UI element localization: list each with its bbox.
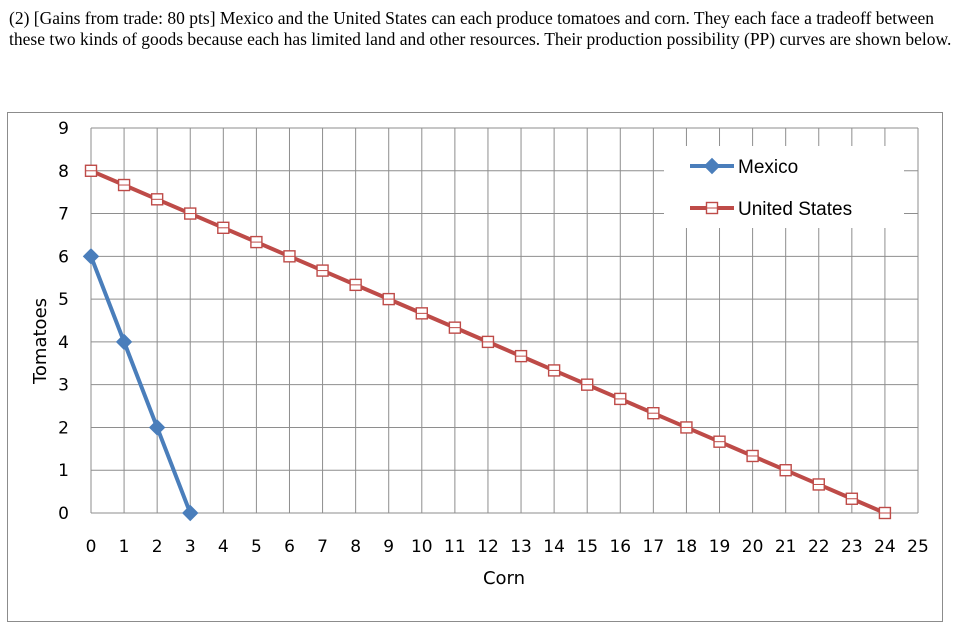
x-tick-label: 16: [609, 537, 631, 557]
axes: [90, 128, 918, 514]
y-tick-label: 9: [58, 119, 69, 139]
x-axis-title: Corn: [483, 568, 525, 589]
united-states-point: [647, 406, 660, 420]
y-tick-label: 2: [58, 418, 69, 438]
y-tick-label: 5: [58, 290, 69, 310]
x-tick-label: 6: [284, 537, 295, 557]
x-tick-label: 14: [543, 537, 565, 557]
united-states-point: [779, 464, 792, 477]
mexico-point: [148, 419, 166, 436]
x-tick-label: 3: [185, 537, 196, 557]
x-tick-label: 5: [251, 537, 262, 557]
united-states-point: [614, 392, 627, 406]
y-tick-label: 8: [58, 162, 69, 182]
mexico-point: [703, 157, 721, 175]
x-tick-label: 10: [411, 537, 433, 557]
united-states-point: [316, 264, 329, 277]
y-tick-label: 3: [58, 376, 69, 396]
united-states-point: [117, 178, 131, 192]
united-states-point: [514, 349, 528, 363]
legend-box: [664, 146, 904, 228]
mexico-point: [82, 248, 100, 265]
x-tick-label: 24: [874, 537, 896, 557]
mexico-point: [182, 504, 199, 522]
x-tick-label: 21: [775, 537, 797, 557]
united-states-point: [713, 435, 726, 448]
x-tick-label: 22: [808, 537, 830, 557]
y-tick-label: 7: [58, 205, 69, 225]
united-states-point: [680, 421, 693, 434]
united-states-point: [705, 201, 719, 215]
x-tick-label: 7: [317, 537, 328, 557]
x-tick-labels: 0 1 2 3 4 5 6 7 8 9 10 11 12 13 14 15 16 17 18 19 20 21 22 23 24…: [86, 537, 929, 557]
grid: [91, 127, 919, 513]
united-states-point: [547, 364, 561, 377]
united-states-point: [217, 221, 230, 235]
x-tick-label: 13: [510, 537, 532, 557]
united-states-point: [349, 278, 362, 292]
united-states-point: [448, 321, 462, 334]
united-states-point: [415, 307, 428, 320]
united-states-point: [581, 378, 594, 391]
x-tick-label: 20: [742, 537, 764, 557]
united-states-point: [150, 193, 164, 206]
y-tick-labels: 0 1 2 3 4 5 6 7 8 9: [58, 119, 69, 524]
y-tick-label: 1: [58, 461, 69, 481]
x-tick-label: 0: [86, 537, 97, 557]
x-tick-label: 8: [350, 537, 361, 557]
x-tick-label: 18: [676, 537, 698, 557]
united-states-point: [84, 164, 98, 177]
x-tick-label: 25: [907, 537, 929, 557]
x-tick-label: 12: [477, 537, 499, 557]
united-states-point: [184, 207, 197, 220]
y-tick-label: 6: [58, 247, 69, 267]
y-axis-title: Tomatoes: [30, 298, 51, 385]
legend-label: Mexico: [738, 157, 798, 178]
legend: Mexico United States: [664, 146, 904, 228]
x-tick-label: 2: [152, 537, 163, 557]
x-tick-label: 11: [444, 537, 466, 557]
x-tick-label: 19: [709, 537, 731, 557]
mexico-point: [115, 333, 133, 351]
x-tick-label: 17: [643, 537, 665, 557]
x-tick-label: 9: [383, 537, 394, 557]
legend-label: United States: [738, 199, 852, 220]
question-text: (2) [Gains from trade: 80 pts] Mexico an…: [9, 8, 952, 49]
x-tick-label: 15: [576, 537, 598, 557]
united-states-point: [481, 335, 495, 349]
united-states-point: [812, 478, 825, 491]
united-states-point: [250, 235, 263, 249]
series: [82, 164, 892, 522]
y-tick-label: 4: [58, 333, 69, 353]
united-states-point: [746, 449, 759, 463]
united-states-point: [845, 492, 859, 505]
united-states-point: [878, 506, 892, 520]
united-states-point: [382, 292, 395, 306]
x-tick-label: 4: [218, 537, 229, 557]
y-tick-label: 0: [58, 504, 69, 524]
united-states-point: [283, 250, 296, 263]
x-tick-label: 1: [119, 537, 130, 557]
mexico-line: [89, 254, 193, 515]
x-tick-label: 23: [841, 537, 863, 557]
